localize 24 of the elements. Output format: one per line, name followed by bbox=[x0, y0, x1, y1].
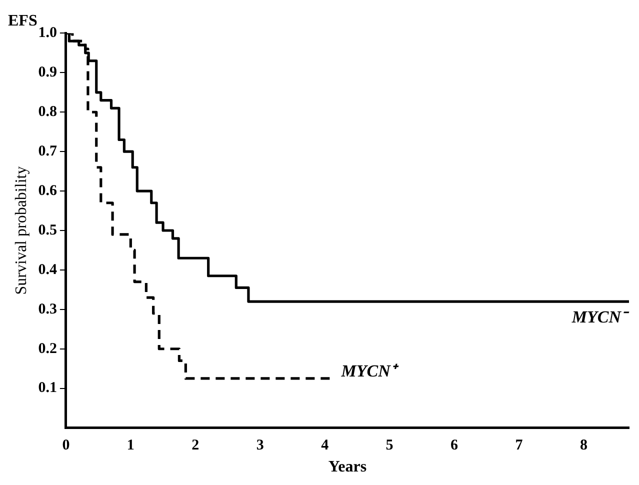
x-tick-label: 1 bbox=[126, 438, 134, 454]
x-tick-label: 5 bbox=[386, 438, 394, 454]
series-label: MYCN⁻ bbox=[570, 307, 630, 326]
x-tick-label: 2 bbox=[192, 438, 200, 454]
y-tick-label: 0.1 bbox=[38, 380, 57, 396]
y-tick-label: 0.5 bbox=[38, 222, 57, 238]
y-tick-label: 0.3 bbox=[38, 301, 57, 318]
y-tick-label: 0.7 bbox=[38, 143, 58, 160]
x-axis-title: Years bbox=[328, 458, 367, 476]
x-tick-label: 3 bbox=[256, 438, 264, 454]
x-tick-label: 4 bbox=[321, 438, 330, 454]
x-tick-label: 8 bbox=[580, 438, 588, 454]
y-tick-label: 0.6 bbox=[38, 182, 58, 199]
chart-title: EFS bbox=[8, 12, 38, 30]
y-tick-label: 0.2 bbox=[38, 340, 57, 357]
y-axis-title: Survival probability bbox=[12, 166, 30, 295]
x-tick-label: 7 bbox=[515, 438, 524, 454]
y-tick-label: 0.8 bbox=[38, 104, 57, 120]
x-tick-label: 6 bbox=[450, 438, 459, 454]
y-tick-label: 1.0 bbox=[38, 25, 57, 42]
series-label: MYCN⁺ bbox=[340, 361, 400, 380]
x-tick-label: 0 bbox=[62, 438, 70, 454]
y-tick-label: 0.9 bbox=[38, 64, 57, 81]
y-tick-label: 0.4 bbox=[38, 262, 58, 278]
